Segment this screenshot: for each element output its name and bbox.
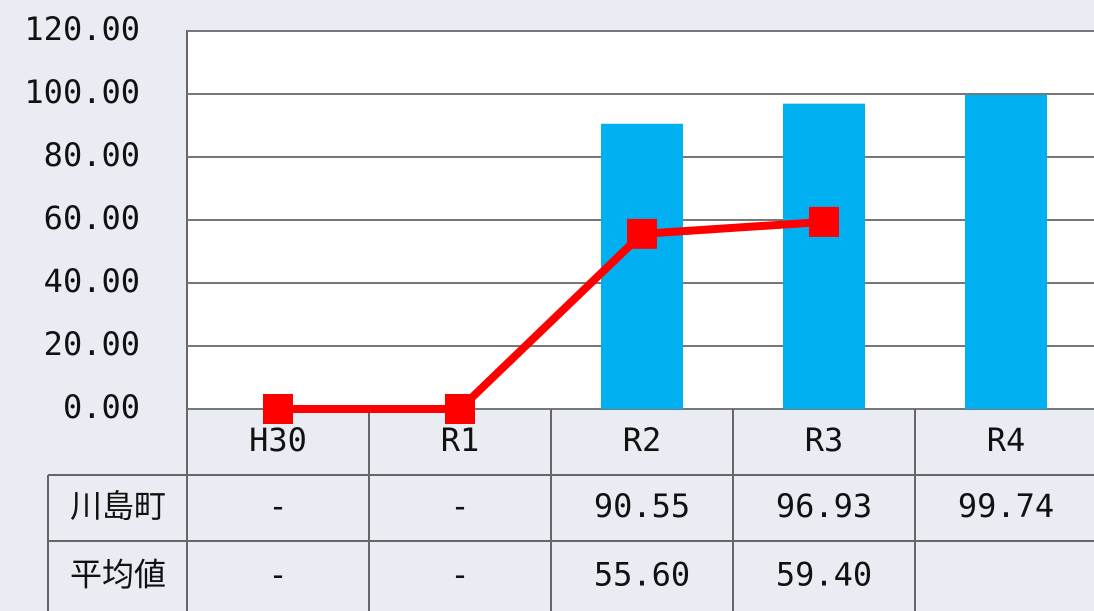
line-marker xyxy=(809,206,839,237)
y-tick-label: 20.00 xyxy=(44,325,140,363)
bar xyxy=(783,103,865,409)
line-marker xyxy=(263,394,293,424)
x-tick-label: R2 xyxy=(623,421,662,459)
y-tick-label: 80.00 xyxy=(44,136,140,174)
data-label: - xyxy=(268,556,287,594)
x-tick-label: R1 xyxy=(441,421,480,459)
data-label: 55.60 xyxy=(594,556,690,594)
data-label: - xyxy=(450,487,469,525)
bar xyxy=(601,123,683,409)
line xyxy=(278,217,825,413)
data-label: 96.93 xyxy=(776,487,872,525)
x-tick-label: H30 xyxy=(249,421,307,459)
y-tick-label: 120.00 xyxy=(24,10,140,48)
data-label: 90.55 xyxy=(594,487,690,525)
data-label: 59.40 xyxy=(776,556,872,594)
y-tick-label: 40.00 xyxy=(44,262,140,300)
data-label: - xyxy=(450,556,469,594)
x-tick-label: R3 xyxy=(805,421,844,459)
data-label: - xyxy=(268,487,287,525)
bar xyxy=(965,94,1047,409)
y-tick-label: 60.00 xyxy=(44,199,140,237)
legend-label: 川島町 xyxy=(70,487,166,525)
line-marker xyxy=(445,394,475,424)
y-tick-label: 100.00 xyxy=(24,73,140,111)
line-marker xyxy=(627,218,657,249)
legend-label: 平均値 xyxy=(70,556,166,594)
data-label: 99.74 xyxy=(958,487,1054,525)
x-tick-label: R4 xyxy=(987,421,1026,459)
y-tick-label: 0.00 xyxy=(63,388,140,426)
